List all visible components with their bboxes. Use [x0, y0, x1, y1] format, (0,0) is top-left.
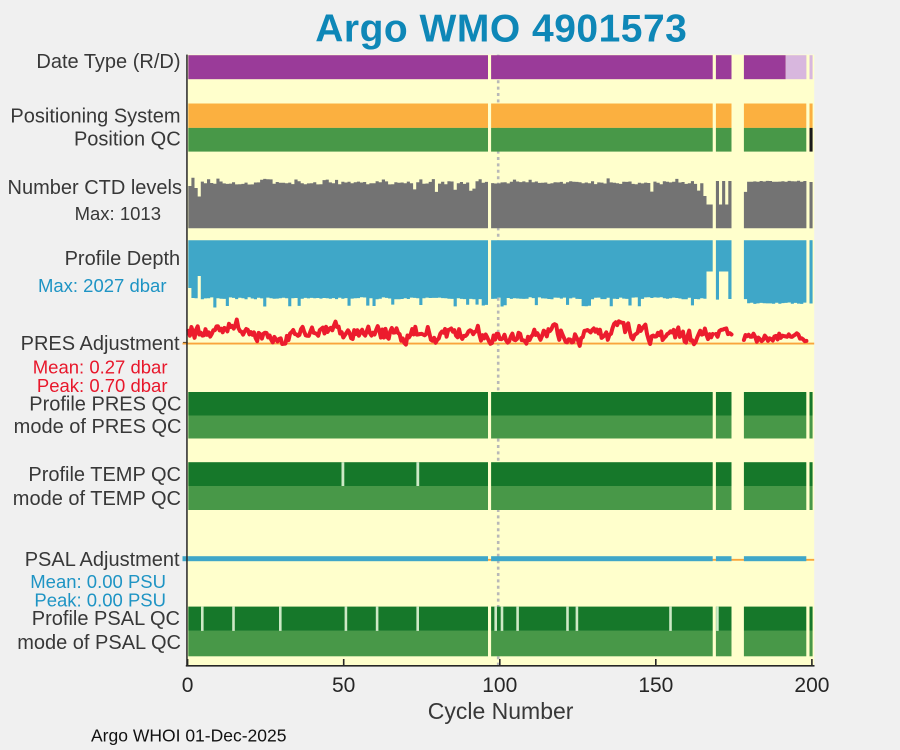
svg-text:Profile TEMP QC: Profile TEMP QC	[28, 464, 181, 486]
svg-text:Position QC: Position QC	[74, 128, 181, 150]
svg-text:mode of TEMP QC: mode of TEMP QC	[13, 488, 181, 510]
svg-text:Profile Depth: Profile Depth	[65, 248, 181, 270]
svg-text:Profile PRES QC: Profile PRES QC	[29, 393, 181, 415]
svg-text:PSAL Adjustment: PSAL Adjustment	[25, 549, 180, 571]
svg-text:Cycle Number: Cycle Number	[428, 698, 574, 724]
svg-text:Positioning System: Positioning System	[10, 105, 180, 127]
svg-text:PRES Adjustment: PRES Adjustment	[21, 333, 180, 355]
svg-text:mode of PSAL QC: mode of PSAL QC	[17, 632, 181, 654]
svg-text:200: 200	[794, 674, 829, 697]
svg-text:Profile PSAL QC: Profile PSAL QC	[32, 608, 180, 630]
svg-text:Max: 1013: Max: 1013	[75, 203, 161, 224]
svg-text:Mean: 0.00 PSU: Mean: 0.00 PSU	[30, 571, 166, 592]
svg-text:Number CTD levels: Number CTD levels	[8, 177, 182, 199]
svg-text:100: 100	[482, 674, 517, 697]
svg-text:150: 150	[638, 674, 673, 697]
svg-text:Argo WMO 4901573: Argo WMO 4901573	[315, 8, 687, 51]
svg-text:50: 50	[332, 674, 355, 697]
svg-text:mode of PRES QC: mode of PRES QC	[14, 416, 182, 438]
svg-text:Max: 2027 dbar: Max: 2027 dbar	[38, 275, 167, 296]
svg-text:Argo WHOI 01-Dec-2025: Argo WHOI 01-Dec-2025	[91, 726, 287, 746]
svg-text:0: 0	[182, 674, 194, 697]
svg-text:Mean: 0.27 dbar: Mean: 0.27 dbar	[33, 357, 168, 378]
svg-text:Peak: 0.70 dbar: Peak: 0.70 dbar	[37, 375, 168, 396]
svg-text:Date Type (R/D): Date Type (R/D)	[36, 51, 180, 73]
svg-text:Peak: 0.00 PSU: Peak: 0.00 PSU	[34, 590, 166, 611]
